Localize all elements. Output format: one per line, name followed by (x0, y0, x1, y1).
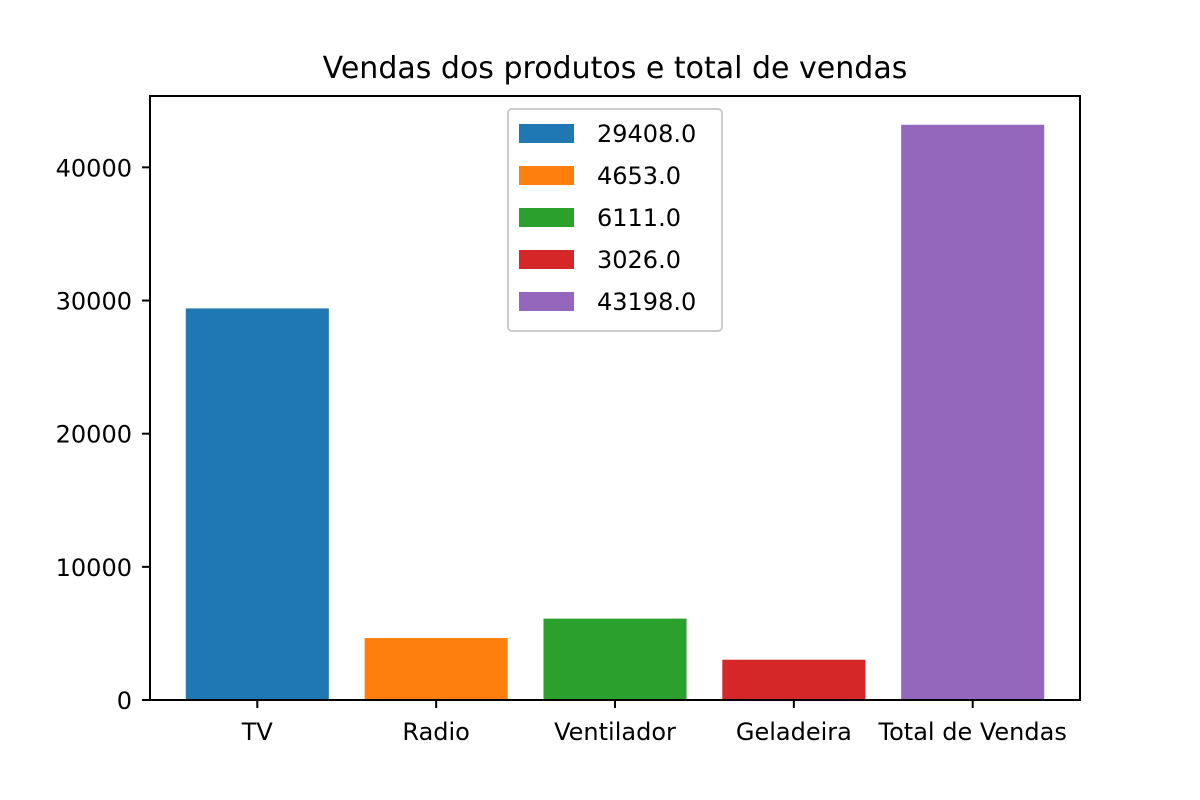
legend-label: 4653.0 (597, 162, 681, 190)
y-tick-label: 10000 (56, 554, 132, 582)
x-tick-label: Radio (402, 718, 469, 746)
bar-ventilador (543, 618, 687, 700)
legend-label: 6111.0 (597, 204, 681, 232)
legend-swatch (519, 292, 574, 311)
y-tick-label: 20000 (56, 421, 132, 449)
legend-label: 43198.0 (597, 288, 696, 316)
y-tick-label: 0 (117, 687, 132, 715)
y-tick-label: 40000 (56, 154, 132, 182)
plot-frame (149, 95, 1081, 701)
legend-frame (507, 108, 723, 332)
bar-total-de-vendas (901, 124, 1045, 700)
x-tick-label: Total de Vendas (878, 718, 1067, 746)
bar-radio (364, 638, 508, 700)
y-tick-label: 30000 (56, 288, 132, 316)
chart-title: Vendas dos produtos e total de vendas (323, 51, 908, 86)
legend-swatch (519, 166, 574, 185)
bar-tv (185, 308, 329, 700)
legend-swatch (519, 250, 574, 269)
legend-swatch (519, 124, 574, 143)
x-tick-label: Ventilador (554, 718, 676, 746)
bars-group (185, 124, 1045, 700)
y-axis: 0 10000 20000 30000 40000 (56, 154, 150, 715)
bar-geladeira (722, 659, 866, 700)
legend-label: 3026.0 (597, 246, 681, 274)
x-axis: TV Radio Ventilador Geladeira Total de Venda… (241, 700, 1067, 746)
x-tick-label: TV (241, 718, 274, 746)
x-tick-label: Geladeira (736, 718, 852, 746)
legend: 29408.0 4653.0 6111.0 3026.0 43198.0 (507, 108, 723, 332)
legend-swatch (519, 208, 574, 227)
legend-label: 29408.0 (597, 120, 696, 148)
